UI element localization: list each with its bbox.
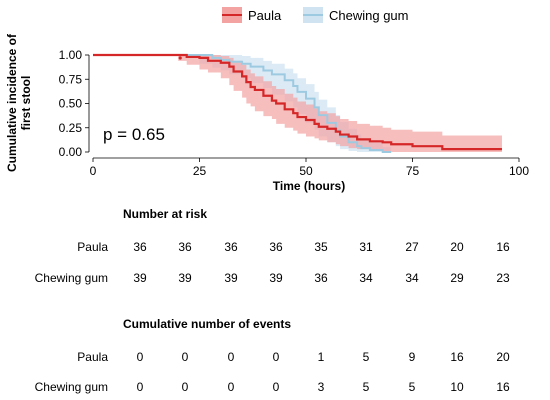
events-table-cell: 3	[317, 380, 325, 394]
events-table-cell: 1	[317, 350, 325, 364]
events-table-cell: 0	[181, 350, 189, 364]
events-table-cell: 16	[450, 350, 464, 364]
ci-band-paula	[93, 55, 502, 152]
y-tick-label: 1.00	[59, 48, 83, 62]
risk-table-cell: 35	[314, 240, 328, 254]
events-table-row-label: Chewing gum	[34, 380, 108, 394]
legend-label-paula: Paula	[248, 8, 282, 23]
cumulative-incidence-chart: Paula Chewing gum 0.00 0.25 0.50 0.75 1.00 0 25…	[5, 7, 530, 193]
legend-item-paula: Paula	[222, 7, 282, 23]
risk-table-cell: 29	[450, 271, 464, 285]
risk-table-cell: 36	[178, 240, 192, 254]
x-tick-label: 75	[406, 164, 420, 178]
confidence-bands	[93, 55, 502, 152]
risk-table-cell: 20	[450, 240, 464, 254]
y-tick-label: 0.75	[59, 72, 83, 86]
risk-table-cell: 39	[224, 271, 238, 285]
risk-table-cell: 36	[269, 240, 283, 254]
events-table-cell: 5	[362, 350, 370, 364]
risk-table-cell: 36	[133, 240, 147, 254]
x-tick-label: 0	[90, 164, 97, 178]
axes: 0.00 0.25 0.50 0.75 1.00 0 25 50 75 100	[59, 48, 530, 178]
series-lines	[93, 53, 502, 153]
risk-table-cell: 36	[314, 271, 328, 285]
events-table-cell: 0	[181, 380, 189, 394]
risk-table-cell: 34	[359, 271, 373, 285]
x-tick-label: 50	[299, 164, 313, 178]
legend-label-chewing-gum: Chewing gum	[329, 8, 409, 23]
y-axis-title-line-1: Cumulative incidence of	[5, 33, 19, 172]
risk-table-cell: 34	[405, 271, 419, 285]
x-axis-title: Time (hours)	[273, 179, 345, 193]
events-table-cell: 0	[136, 380, 144, 394]
events-table-cell: 5	[362, 380, 370, 394]
y-axis-title-line-2: first stool	[19, 76, 33, 131]
risk-table-cell: 39	[133, 271, 147, 285]
events-table-cell: 0	[272, 350, 280, 364]
censor-mark	[178, 56, 182, 60]
risk-table-row-label: Paula	[77, 240, 108, 254]
risk-table-cell: 16	[496, 240, 510, 254]
series-line-chewing-gum	[93, 54, 392, 153]
risk-table-cell: 39	[269, 271, 283, 285]
events-table-cell: 16	[496, 380, 510, 394]
risk-table-title: Number at risk	[123, 207, 208, 221]
legend: Paula Chewing gum	[222, 7, 409, 23]
events-table-cell: 9	[408, 350, 416, 364]
y-tick-label: 0.50	[59, 97, 83, 111]
risk-table-row-label: Chewing gum	[34, 271, 108, 285]
events-table-row-label: Paula	[77, 350, 108, 364]
risk-table-cell: 23	[496, 271, 510, 285]
legend-item-chewing-gum: Chewing gum	[303, 7, 409, 23]
events-table-cell: 10	[450, 380, 464, 394]
x-tick-label: 100	[509, 164, 529, 178]
y-tick-label: 0.25	[59, 121, 83, 135]
events-table-cell: 0	[227, 350, 235, 364]
events-table-cell: 0	[227, 380, 235, 394]
events-table-cell: 5	[408, 380, 416, 394]
events-table-title: Cumulative number of events	[123, 317, 292, 331]
series-line-paula	[93, 53, 502, 151]
risk-table-cell: 31	[359, 240, 373, 254]
x-tick-label: 25	[193, 164, 207, 178]
events-table-cell: 0	[272, 380, 280, 394]
events-table-cell: 20	[496, 350, 510, 364]
risk-table-cell: 27	[405, 240, 419, 254]
y-tick-label: 0.00	[59, 145, 83, 159]
p-value-annotation: p = 0.65	[103, 125, 165, 144]
events-table-cell: 0	[136, 350, 144, 364]
risk-table-cell: 36	[224, 240, 238, 254]
risk-table-cell: 39	[178, 271, 192, 285]
